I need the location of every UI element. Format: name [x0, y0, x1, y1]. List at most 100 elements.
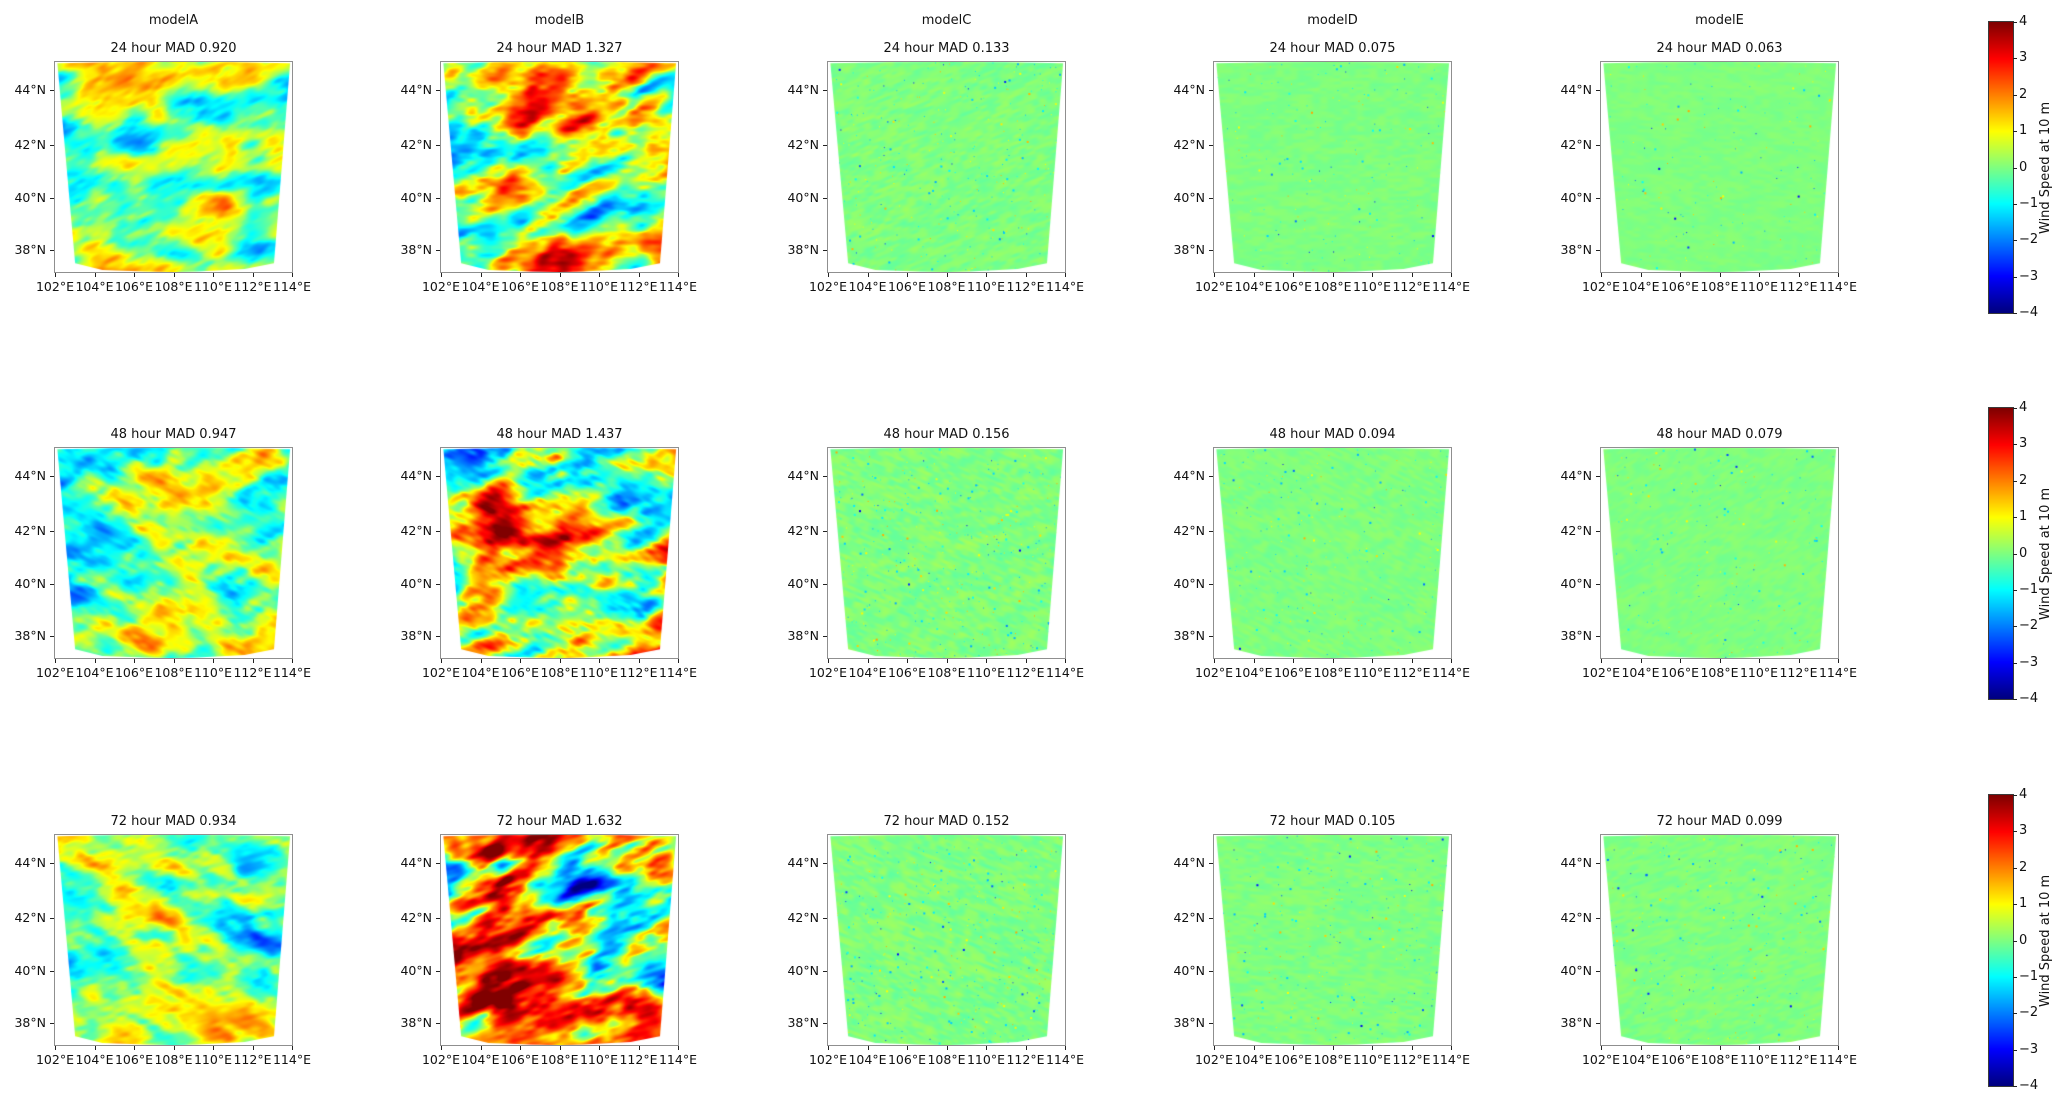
map-canvas-modelA-48h: [55, 448, 292, 658]
x-tickmark: [441, 273, 442, 277]
colorbar-tick-label: 3: [2019, 50, 2028, 66]
y-tickmark: [436, 530, 440, 532]
colorbar-tick-label: −1: [2019, 195, 2039, 211]
colorbar-canvas-row2: [1989, 408, 2013, 699]
colorbar-tick-label: −4: [2019, 691, 2039, 706]
x-tickmark: [480, 1046, 482, 1050]
x-tickmark: [252, 659, 254, 663]
y-tick-label: 38°N: [1560, 1014, 1592, 1030]
x-tick-label: 106°E: [500, 279, 539, 294]
map-canvas-modelE-24h: [1601, 62, 1838, 272]
colorbar-tickmark: [2013, 553, 2017, 555]
x-tick-label: 102°E: [1194, 279, 1233, 294]
colorbar-tickmark: [2013, 662, 2017, 664]
colorbar-tickmark: [2013, 480, 2017, 482]
x-tickmark: [55, 659, 56, 663]
y-tickmark: [436, 249, 440, 251]
colorbar-axis-label: Wind Speed at 10 m: [2038, 874, 2053, 1007]
x-tick-label: 112°E: [1006, 665, 1045, 680]
y-tickmark: [823, 1022, 827, 1024]
x-tickmark: [173, 273, 175, 277]
x-tick-label: 108°E: [927, 279, 966, 294]
map-panel-modelD-48h: [1213, 447, 1452, 659]
x-tick-label: 102°E: [808, 1052, 847, 1067]
x-tick-label: 112°E: [1779, 279, 1818, 294]
x-tick-label: 114°E: [1818, 1052, 1857, 1067]
map-canvas-modelC-48h: [828, 448, 1065, 658]
x-tickmark: [678, 1046, 679, 1050]
x-tickmark: [1214, 1046, 1215, 1050]
x-tickmark: [1411, 659, 1413, 663]
x-tickmark: [1411, 1046, 1413, 1050]
y-tickmark: [1596, 971, 1600, 973]
map-panel-modelB-24h: [440, 61, 679, 273]
y-tick-label: 38°N: [1560, 241, 1592, 257]
x-tickmark: [828, 273, 829, 277]
y-tick-label: 44°N: [1560, 467, 1592, 483]
x-tickmark: [1253, 273, 1255, 277]
y-tick-label: 40°N: [14, 576, 46, 592]
x-tick-label: 104°E: [1621, 279, 1660, 294]
colorbar-tick-label: −4: [2019, 1078, 2039, 1093]
colorbar-tick-label: 0: [2019, 545, 2028, 561]
x-tick-label: 114°E: [1045, 1052, 1084, 1067]
colorbar-tickmark: [2013, 589, 2017, 591]
colorbar-row3: [1988, 794, 2014, 1087]
x-tickmark: [638, 1046, 640, 1050]
y-tickmark: [1596, 1022, 1600, 1024]
panel-subtitle-modelA-48h: 48 hour MAD 0.947: [110, 427, 237, 442]
y-tickmark: [50, 475, 54, 477]
y-tickmark: [50, 971, 54, 973]
y-tickmark: [823, 971, 827, 973]
x-tickmark: [638, 273, 640, 277]
x-tickmark: [55, 273, 56, 277]
x-tick-label: 108°E: [927, 665, 966, 680]
y-tick-label: 42°N: [1173, 522, 1205, 538]
x-tick-label: 108°E: [540, 1052, 579, 1067]
x-tickmark: [1798, 659, 1800, 663]
x-tick-label: 102°E: [35, 279, 74, 294]
x-tick-label: 104°E: [1234, 665, 1273, 680]
x-tickmark: [1759, 1046, 1760, 1050]
x-tick-label: 104°E: [461, 1052, 500, 1067]
x-tick-label: 114°E: [1431, 1052, 1470, 1067]
y-tick-label: 40°N: [1560, 190, 1592, 206]
x-tick-label: 114°E: [272, 1052, 311, 1067]
colorbar-tickmark: [2013, 699, 2017, 700]
x-tickmark: [520, 659, 521, 663]
y-tick-label: 40°N: [1560, 963, 1592, 979]
x-tick-label: 106°E: [1660, 1052, 1699, 1067]
x-tickmark: [828, 1046, 829, 1050]
map-canvas-modelE-72h: [1601, 835, 1838, 1045]
x-tick-label: 114°E: [1045, 279, 1084, 294]
x-tickmark: [559, 273, 561, 277]
panel-subtitle-modelB-24h: 24 hour MAD 1.327: [496, 41, 623, 56]
panel-subtitle-modelA-24h: 24 hour MAD 0.920: [110, 41, 237, 56]
x-tick-label: 104°E: [848, 1052, 887, 1067]
x-tickmark: [986, 273, 987, 277]
x-tick-label: 110°E: [1352, 279, 1391, 294]
colorbar-tick-label: 0: [2019, 159, 2028, 175]
x-tickmark: [599, 659, 600, 663]
colorbar-tickmark: [2013, 940, 2017, 942]
y-tickmark: [50, 1022, 54, 1024]
colorbar-tickmark: [2013, 795, 2017, 796]
column-title-modelC: modelC: [921, 13, 972, 28]
colorbar-tickmark: [2013, 240, 2017, 242]
x-tick-label: 112°E: [1779, 665, 1818, 680]
map-panel-modelE-72h: [1600, 834, 1839, 1046]
x-tick-label: 112°E: [233, 665, 272, 680]
x-tick-label: 110°E: [1352, 665, 1391, 680]
x-tickmark: [1332, 273, 1334, 277]
colorbar-tick-label: 0: [2019, 932, 2028, 948]
colorbar-tick-label: −3: [2019, 268, 2039, 284]
x-tickmark: [946, 273, 948, 277]
x-tick-label: 104°E: [848, 665, 887, 680]
x-tickmark: [1451, 273, 1452, 277]
y-tick-label: 38°N: [787, 627, 819, 643]
y-tick-label: 38°N: [787, 1014, 819, 1030]
x-tickmark: [1601, 1046, 1602, 1050]
colorbar-tickmark: [2013, 867, 2017, 869]
panel-subtitle-modelC-24h: 24 hour MAD 0.133: [883, 41, 1010, 56]
